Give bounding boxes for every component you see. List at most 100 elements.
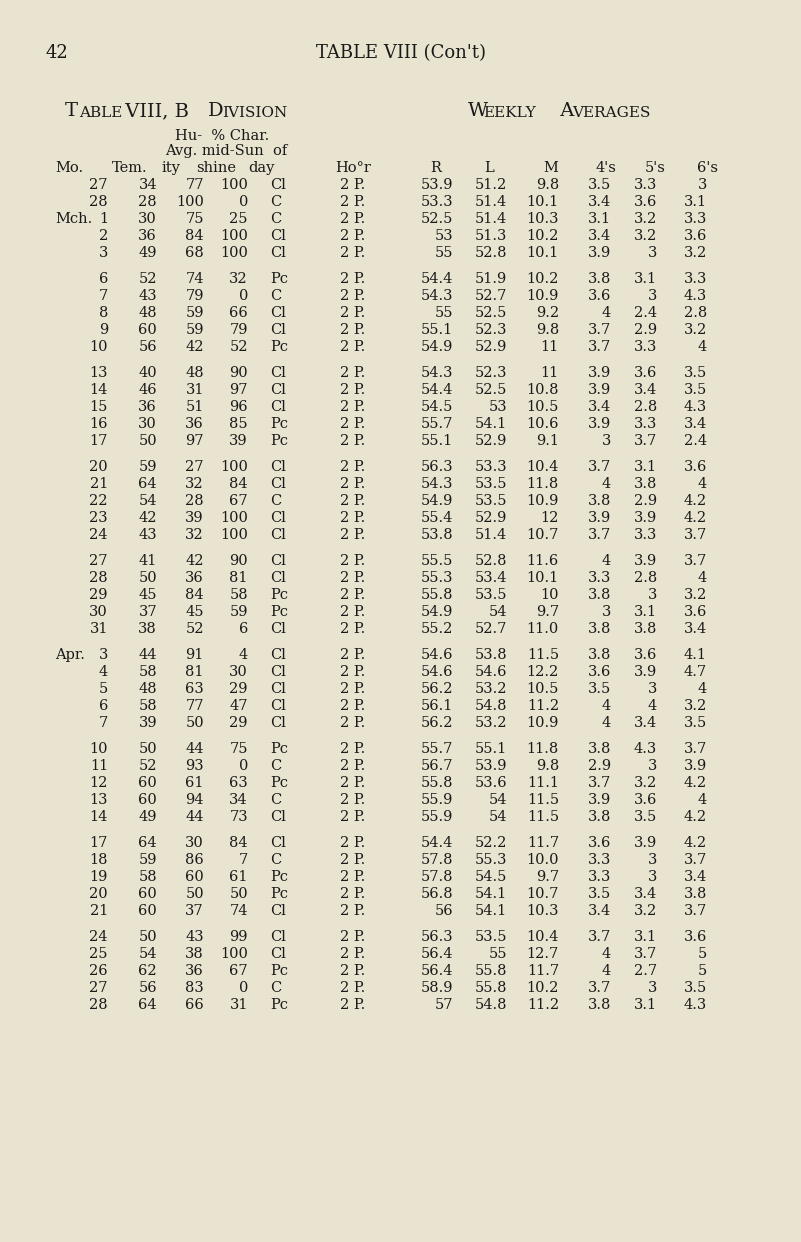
Text: 4: 4 <box>239 648 248 662</box>
Text: 4.2: 4.2 <box>684 510 707 525</box>
Text: 12: 12 <box>90 776 108 790</box>
Text: Cl: Cl <box>270 229 286 243</box>
Text: 59: 59 <box>139 853 157 867</box>
Text: 54: 54 <box>139 946 157 961</box>
Text: 77: 77 <box>186 699 204 713</box>
Text: 44: 44 <box>139 648 157 662</box>
Text: 9.7: 9.7 <box>536 605 559 619</box>
Text: 99: 99 <box>230 930 248 944</box>
Text: 54.4: 54.4 <box>421 836 453 850</box>
Text: 2 P.: 2 P. <box>340 887 365 900</box>
Text: 36: 36 <box>185 571 204 585</box>
Text: 55: 55 <box>434 246 453 260</box>
Text: 55.7: 55.7 <box>421 417 453 431</box>
Text: 86: 86 <box>185 853 204 867</box>
Text: 9.8: 9.8 <box>536 178 559 193</box>
Text: 3.3: 3.3 <box>683 212 707 226</box>
Text: 3.8: 3.8 <box>588 587 611 602</box>
Text: 2 P.: 2 P. <box>340 272 365 286</box>
Text: C: C <box>270 289 281 303</box>
Text: 3: 3 <box>648 981 657 995</box>
Text: 3.5: 3.5 <box>588 682 611 696</box>
Text: 54.8: 54.8 <box>474 999 507 1012</box>
Text: C: C <box>270 494 281 508</box>
Text: 27: 27 <box>90 981 108 995</box>
Text: 28: 28 <box>139 195 157 209</box>
Text: 59: 59 <box>186 323 204 337</box>
Text: 2 P.: 2 P. <box>340 853 365 867</box>
Text: 52.9: 52.9 <box>475 433 507 448</box>
Text: 4: 4 <box>698 682 707 696</box>
Text: 3: 3 <box>99 648 108 662</box>
Text: 3.6: 3.6 <box>683 930 707 944</box>
Text: 29: 29 <box>230 715 248 730</box>
Text: 50: 50 <box>139 571 157 585</box>
Text: 3.4: 3.4 <box>588 904 611 918</box>
Text: 30: 30 <box>89 605 108 619</box>
Text: 49: 49 <box>139 810 157 823</box>
Text: 3.7: 3.7 <box>588 930 611 944</box>
Text: 2.8: 2.8 <box>684 306 707 320</box>
Text: 51.2: 51.2 <box>475 178 507 193</box>
Text: 10.4: 10.4 <box>526 460 559 474</box>
Text: C: C <box>270 195 281 209</box>
Text: 3.5: 3.5 <box>684 715 707 730</box>
Text: 90: 90 <box>229 366 248 380</box>
Text: 56.2: 56.2 <box>421 682 453 696</box>
Text: 3.7: 3.7 <box>684 528 707 542</box>
Text: Pc: Pc <box>270 776 288 790</box>
Text: 94: 94 <box>186 792 204 807</box>
Text: 3.9: 3.9 <box>588 366 611 380</box>
Text: 10.5: 10.5 <box>526 682 559 696</box>
Text: 50: 50 <box>139 930 157 944</box>
Text: 67: 67 <box>229 964 248 977</box>
Text: 3.9: 3.9 <box>588 417 611 431</box>
Text: 3.1: 3.1 <box>634 930 657 944</box>
Text: 9: 9 <box>99 323 108 337</box>
Text: 30: 30 <box>139 417 157 431</box>
Text: 50: 50 <box>139 741 157 756</box>
Text: Pc: Pc <box>270 999 288 1012</box>
Text: 6: 6 <box>239 622 248 636</box>
Text: 3.7: 3.7 <box>684 741 707 756</box>
Text: 28: 28 <box>185 494 204 508</box>
Text: 12.2: 12.2 <box>527 664 559 679</box>
Text: 5: 5 <box>698 946 707 961</box>
Text: 55.8: 55.8 <box>474 964 507 977</box>
Text: 57: 57 <box>434 999 453 1012</box>
Text: 9.7: 9.7 <box>536 869 559 884</box>
Text: 52.8: 52.8 <box>474 246 507 260</box>
Text: 3.3: 3.3 <box>588 869 611 884</box>
Text: 30: 30 <box>229 664 248 679</box>
Text: 19: 19 <box>90 869 108 884</box>
Text: C: C <box>270 212 281 226</box>
Text: 28: 28 <box>90 195 108 209</box>
Text: 2 P.: 2 P. <box>340 510 365 525</box>
Text: 2 P.: 2 P. <box>340 571 365 585</box>
Text: 4: 4 <box>99 664 108 679</box>
Text: 42: 42 <box>45 43 68 62</box>
Text: 54.1: 54.1 <box>475 904 507 918</box>
Text: 3.8: 3.8 <box>588 272 611 286</box>
Text: Pc: Pc <box>270 869 288 884</box>
Text: 49: 49 <box>139 246 157 260</box>
Text: 56.4: 56.4 <box>421 964 453 977</box>
Text: 53.9: 53.9 <box>421 178 453 193</box>
Text: 2.4: 2.4 <box>634 306 657 320</box>
Text: 55.3: 55.3 <box>474 853 507 867</box>
Text: 52.8: 52.8 <box>474 554 507 568</box>
Text: 10.2: 10.2 <box>526 981 559 995</box>
Text: 3: 3 <box>648 759 657 773</box>
Text: 2 P.: 2 P. <box>340 699 365 713</box>
Text: 10.3: 10.3 <box>526 212 559 226</box>
Text: 11: 11 <box>541 366 559 380</box>
Text: ity: ity <box>162 161 181 175</box>
Text: 52.5: 52.5 <box>475 306 507 320</box>
Text: 3.6: 3.6 <box>588 664 611 679</box>
Text: 54.4: 54.4 <box>421 272 453 286</box>
Text: 5's: 5's <box>645 161 666 175</box>
Text: 11: 11 <box>541 340 559 354</box>
Text: 52: 52 <box>139 759 157 773</box>
Text: 75: 75 <box>230 741 248 756</box>
Text: 10.1: 10.1 <box>527 195 559 209</box>
